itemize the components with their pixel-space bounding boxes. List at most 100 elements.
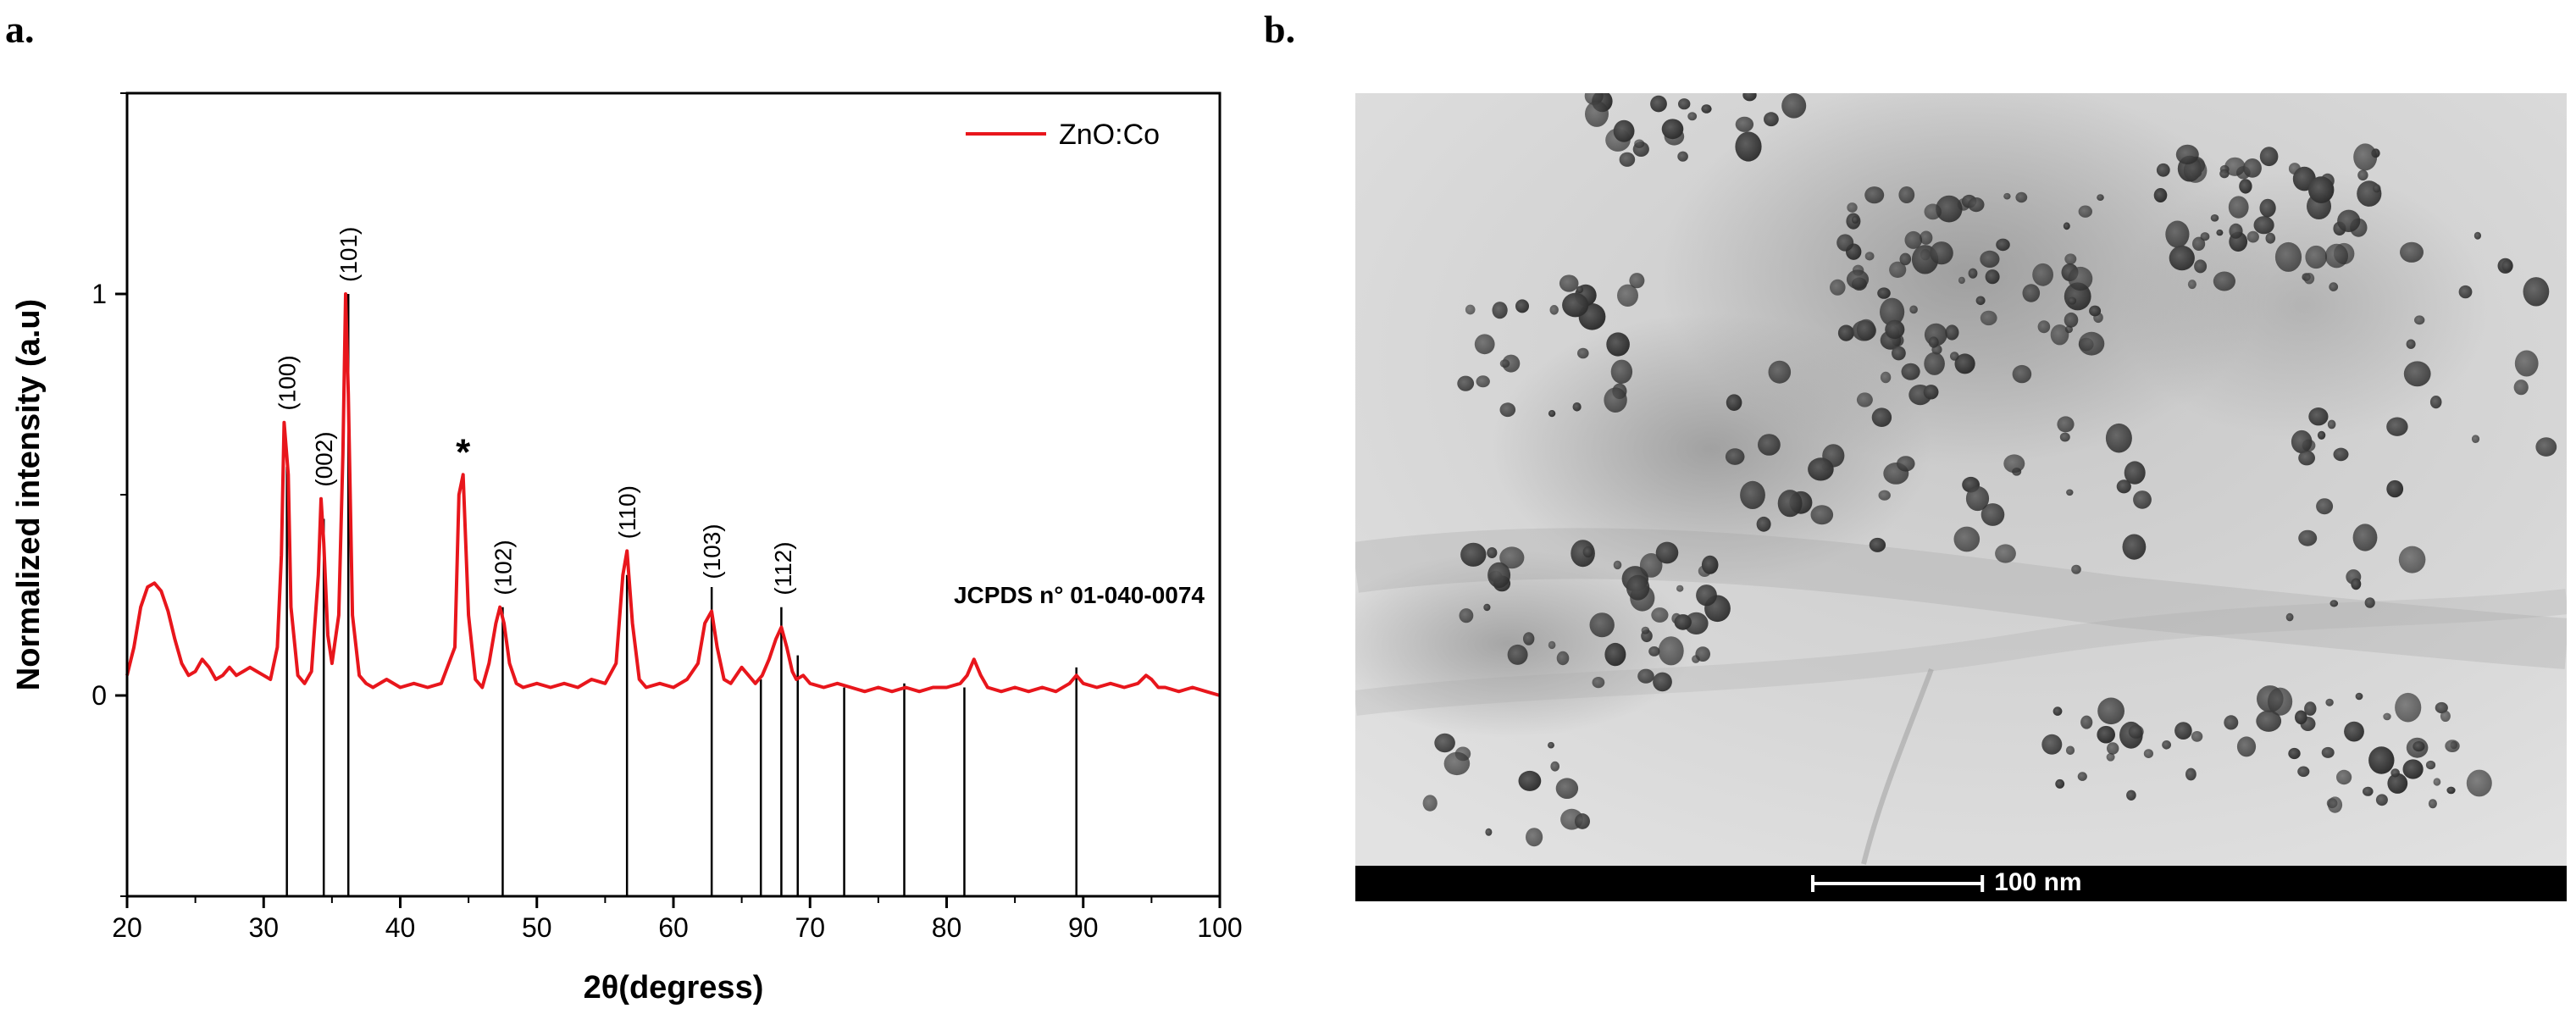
nanoparticle: [2295, 710, 2307, 725]
nanoparticle: [2097, 697, 2125, 725]
nanoparticle: [2513, 380, 2529, 396]
nanoparticle: [1555, 778, 1579, 799]
nanoparticle: [2194, 259, 2208, 274]
nanoparticle: [2236, 736, 2257, 757]
nanoparticle: [2064, 253, 2077, 265]
nanoparticle: [2274, 241, 2302, 272]
nanoparticle: [2256, 710, 2282, 732]
nanoparticle: [1756, 516, 1771, 532]
nanoparticle: [2229, 223, 2243, 239]
nanoparticle: [1674, 614, 1692, 630]
nanoparticle: [1877, 287, 1891, 299]
xrd-chart: 20 30 40 50 60 70 80 90 100 0 1 2θ(degress) Normaliz…: [11, 91, 1243, 1006]
nanoparticle: [2398, 546, 2426, 573]
nanoparticle: [2304, 701, 2317, 716]
nanoparticle: [1781, 93, 1807, 119]
peak-label-4: (102): [490, 540, 516, 595]
nanoparticle: [2003, 454, 2025, 474]
peak-label-5: (110): [614, 485, 640, 539]
y-tick-label-0: 0: [91, 680, 107, 711]
nanoparticle: [2357, 169, 2368, 181]
nanoparticle: [2213, 271, 2235, 291]
nanoparticle: [1808, 457, 1834, 481]
nanoparticle: [2089, 305, 2102, 317]
nanoparticle: [2192, 236, 2206, 251]
nanoparticle: [2174, 722, 2192, 740]
nanoparticle: [2364, 597, 2375, 608]
nanoparticle: [1880, 297, 1905, 326]
nanoparticle: [2003, 192, 2011, 200]
nanoparticle: [2153, 188, 2168, 202]
nanoparticle: [1936, 195, 1963, 223]
nanoparticle: [2169, 245, 2195, 271]
nanoparticle: [1499, 359, 1510, 368]
nanoparticle: [2386, 417, 2408, 436]
nanoparticle: [2337, 209, 2361, 232]
nanoparticle: [1676, 585, 1684, 592]
nanoparticle: [2321, 746, 2335, 758]
nanoparticle: [1515, 299, 1529, 313]
nanoparticle: [1871, 407, 1892, 428]
nanoparticle: [1499, 546, 1525, 569]
nanoparticle: [1742, 93, 1757, 102]
nanoparticle: [1968, 268, 1978, 279]
nanoparticle: [1725, 448, 1745, 465]
nanoparticle: [2351, 578, 2362, 590]
nanoparticle: [2383, 712, 2391, 721]
panel-label-a: a.: [5, 8, 35, 51]
nanoparticle: [2128, 724, 2144, 739]
nanoparticle: [1980, 250, 2000, 268]
nanoparticle: [2297, 766, 2310, 778]
nanoparticle: [2353, 143, 2378, 171]
nanoparticle: [2078, 331, 2105, 356]
nanoparticle: [2219, 169, 2230, 179]
nanoparticle: [1487, 562, 1511, 589]
nanoparticle: [1474, 334, 1495, 355]
nanoparticle: [2327, 796, 2343, 813]
nanoparticle: [2143, 749, 2153, 758]
nanoparticle: [1589, 612, 1615, 638]
nanoparticle: [2523, 277, 2550, 307]
nanoparticle: [2466, 769, 2492, 797]
nanoparticle: [2395, 692, 2422, 723]
nanoparticle: [1460, 542, 1487, 567]
peak-label-star: *: [456, 431, 471, 473]
nanoparticle: [1678, 98, 1691, 110]
nanoparticle: [2433, 778, 2441, 786]
nanoparticle: [1465, 304, 1476, 315]
y-axis-label: Normalized intensity (a.u): [11, 299, 47, 690]
nanoparticle: [2068, 296, 2077, 305]
nanoparticle: [1953, 526, 1980, 552]
nanoparticle: [1650, 95, 1667, 113]
series-line-0: [125, 292, 1221, 697]
nanoparticle: [1880, 371, 1892, 384]
y-tick-label-1: 1: [91, 279, 107, 309]
nanoparticle: [2355, 692, 2363, 701]
nanoparticle: [2097, 194, 2104, 201]
nanoparticle: [2162, 740, 2171, 750]
nanoparticle: [2097, 725, 2115, 744]
x-tick-label-5: 70: [795, 912, 825, 943]
peak-label-7: (112): [770, 541, 796, 595]
nanoparticle: [1585, 101, 1609, 127]
nanoparticle: [2352, 524, 2378, 551]
nanoparticle: [2268, 687, 2293, 716]
reference-label: JCPDS n° 01-040-0074: [954, 582, 1205, 608]
nanoparticle: [1885, 319, 1905, 340]
nanoparticle: [2308, 407, 2329, 426]
peak-label-0: (100): [274, 355, 301, 410]
nanoparticle: [2246, 230, 2259, 243]
tem-image-panel: 100 nm: [1355, 93, 2567, 901]
nanoparticle: [1562, 292, 1589, 318]
nanoparticle: [2303, 273, 2315, 285]
nanoparticle: [1548, 410, 1556, 418]
nanoparticle: [2308, 176, 2335, 203]
panel-label-b: b.: [1264, 8, 1296, 51]
nanoparticle: [2402, 759, 2424, 779]
nanoparticle: [2059, 432, 2070, 442]
nanoparticle: [1965, 485, 1990, 512]
nanoparticle: [1459, 608, 1474, 623]
nanoparticle: [2501, 260, 2513, 272]
nanoparticle: [1975, 296, 1986, 306]
nanoparticle: [1996, 238, 2010, 252]
